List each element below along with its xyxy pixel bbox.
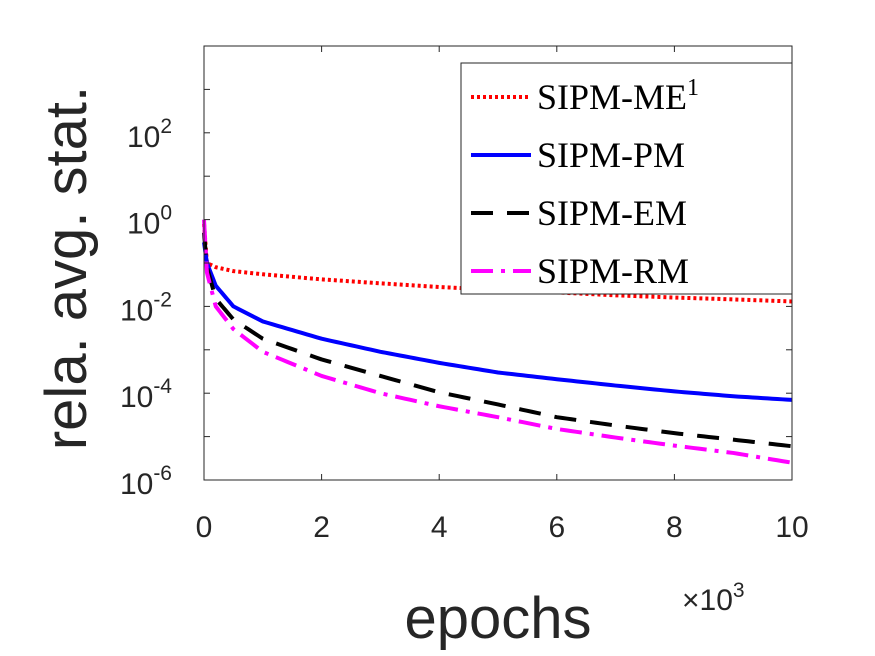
series-line-sipm-me — [202, 223, 793, 304]
x-axis-multiplier: ×103 — [682, 579, 745, 617]
series-line-sipm-em — [202, 232, 793, 449]
legend-label: SIPM-EM — [537, 193, 687, 233]
y-tick-label: 102 — [127, 115, 172, 154]
y-tick-label: 10-4 — [120, 375, 172, 414]
x-tick-label: 4 — [431, 511, 448, 544]
x-tick-label: 2 — [313, 511, 330, 544]
y-axis-label: rela. avg. stat. — [34, 86, 99, 450]
y-tick-label: 100 — [127, 202, 172, 241]
x-tick-label: 10 — [775, 511, 808, 544]
legend-label: SIPM-RM — [537, 251, 689, 291]
axes-layer: 0 2 4 6 8 10 102 100 10-2 10-4 10-6 — [120, 45, 809, 544]
legend-box — [460, 62, 793, 295]
series-line-sipm-pm — [202, 242, 793, 402]
x-tick-label: 6 — [548, 511, 565, 544]
series-line-sipm-rm — [202, 219, 793, 465]
y-tick-label: 10-6 — [120, 462, 172, 501]
x-axis-label: epochs — [404, 586, 591, 651]
series-layer — [202, 219, 793, 465]
legend-label: SIPM-PM — [537, 135, 685, 175]
legend: SIPM-ME1 SIPM-PM SIPM-EM SIPM-RM — [460, 62, 793, 295]
x-tick-label: 8 — [666, 511, 683, 544]
y-tick-label: 10-2 — [120, 288, 172, 327]
x-tick-label: 0 — [196, 511, 213, 544]
legend-label: SIPM-ME1 — [537, 75, 699, 117]
